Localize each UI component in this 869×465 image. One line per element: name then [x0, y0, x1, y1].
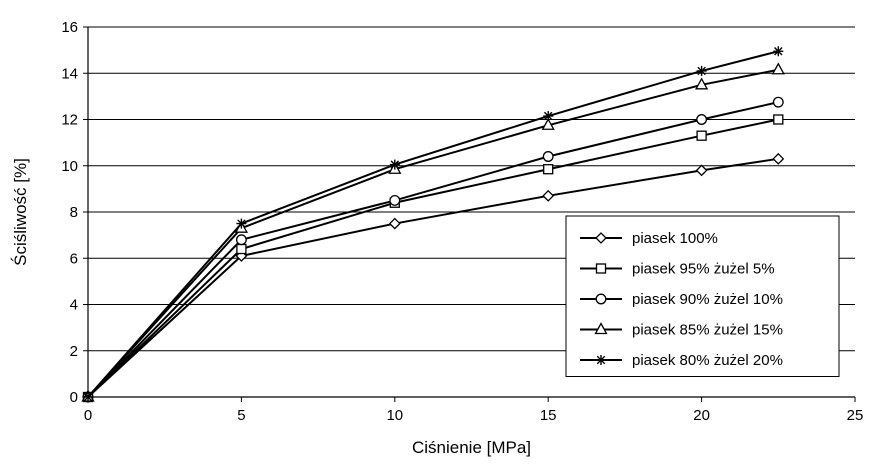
x-tick-label: 20 [693, 407, 710, 424]
data-point [83, 392, 93, 402]
data-series [81, 46, 785, 403]
data-point [542, 151, 554, 162]
star-stroke [543, 111, 553, 121]
x-tick-label: 0 [84, 407, 92, 424]
series-line [87, 50, 779, 398]
y-tick-labels: 0 2 4 6 8 10 12 14 16 [61, 19, 78, 406]
x-tick-label: 15 [540, 407, 557, 424]
legend-item: piasek 85% żużel 15% [580, 322, 783, 339]
data-point [695, 77, 709, 90]
legend-label: piasek 90% żużel 10% [632, 291, 783, 308]
legend-item: piasek 100% [580, 230, 718, 247]
y-tick-label: 2 [70, 343, 78, 360]
data-point [541, 117, 555, 130]
y-tick-label: 16 [61, 19, 78, 36]
x-tick-label: 25 [847, 407, 864, 424]
y-tick-label: 8 [70, 204, 78, 221]
legend-label: piasek 95% żużel 5% [632, 261, 775, 278]
star-stroke [237, 219, 246, 228]
series-5 [83, 46, 784, 402]
legend-marker [596, 355, 606, 365]
data-point [236, 218, 247, 229]
star-stroke [390, 160, 400, 169]
legend-marker [595, 293, 607, 305]
data-point [773, 114, 784, 125]
data-point [542, 189, 555, 202]
legend-box [565, 215, 840, 377]
series-line [87, 157, 779, 398]
legend-marker [595, 263, 607, 274]
data-point [389, 159, 400, 170]
data-point [695, 164, 708, 177]
y-tick-label: 4 [70, 297, 78, 314]
data-point [696, 130, 707, 141]
star-stroke [774, 47, 783, 56]
data-point [696, 65, 707, 76]
gridlines [88, 26, 855, 352]
legend-item: piasek 90% żużel 10% [580, 291, 783, 308]
y-tick-label: 0 [70, 389, 78, 406]
data-point [773, 46, 784, 57]
x-tick-labels: 0 5 10 15 20 25 [84, 407, 864, 424]
legend-item: piasek 95% żużel 5% [580, 261, 775, 278]
data-point [771, 62, 785, 75]
legend: piasek 100% piasek 95% żużel 5% piasek 90%… [565, 215, 840, 377]
legend-label: piasek 80% żużel 20% [632, 352, 783, 369]
x-tick-label: 10 [386, 407, 403, 424]
data-point [772, 152, 785, 165]
data-point [543, 111, 554, 122]
legend-label: piasek 100% [632, 230, 718, 247]
data-point [696, 114, 708, 125]
star-stroke [697, 66, 706, 76]
legend-marker [595, 232, 607, 244]
series-line [87, 101, 779, 398]
y-tick-label: 14 [61, 65, 78, 82]
y-axis-title: Ściśliwość [%] [11, 158, 30, 266]
data-point [388, 217, 401, 230]
data-point [389, 194, 401, 206]
data-point [235, 234, 247, 246]
legend-label: piasek 85% żużel 15% [632, 322, 783, 339]
x-tick-label: 5 [237, 407, 245, 424]
y-tick-label: 10 [61, 158, 78, 175]
series-line [87, 68, 779, 398]
star-stroke [596, 355, 606, 365]
series-line [87, 118, 779, 398]
legend-item: piasek 80% żużel 20% [580, 352, 783, 369]
data-point [236, 243, 247, 255]
data-point [772, 96, 784, 108]
x-axis-title: Ciśnienie [MPa] [412, 438, 531, 457]
y-tick-label: 6 [70, 250, 78, 267]
star-stroke [83, 392, 93, 402]
data-point [543, 164, 554, 175]
legend-marker [594, 322, 608, 335]
y-tick-label: 12 [61, 112, 78, 129]
